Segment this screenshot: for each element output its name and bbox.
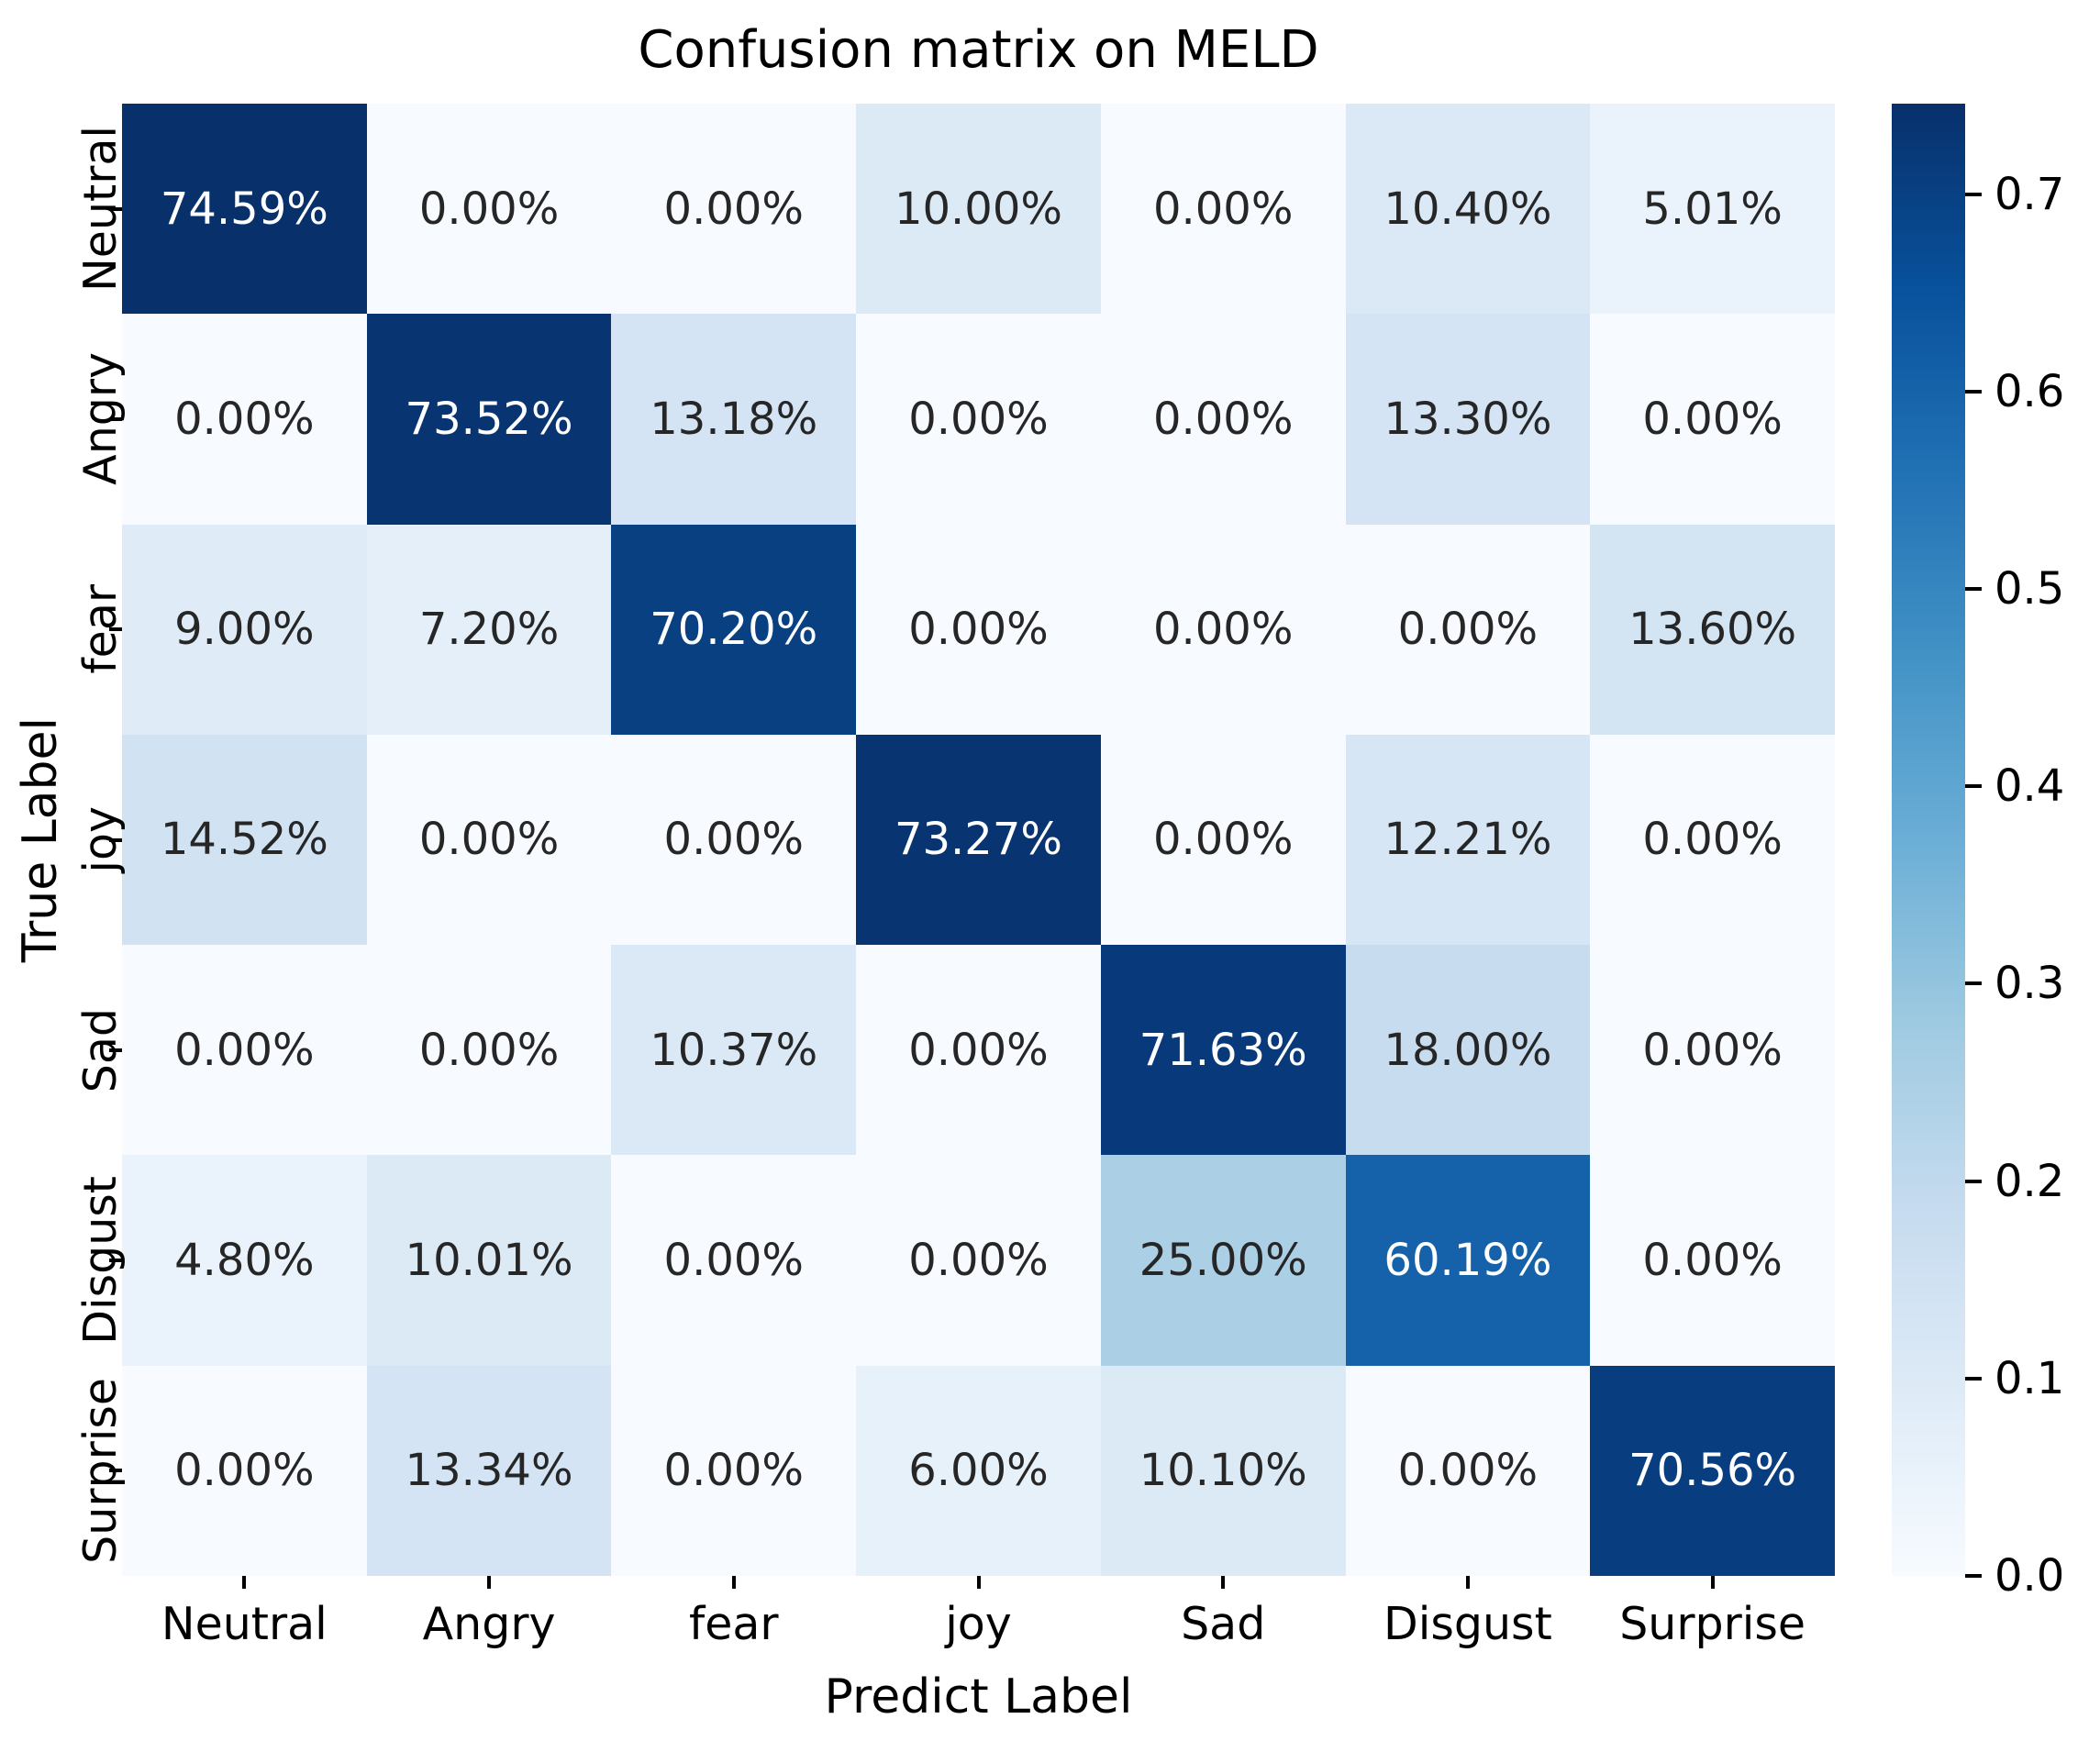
heatmap-cell-fear-Surprise: 13.60% [1590,524,1835,735]
heatmap-cell-Angry-Sad: 0.00% [1100,314,1346,525]
colorbar-tick-mark [1965,389,1982,394]
heatmap-cell-Neutral-fear: 0.00% [611,104,857,315]
x-tick-label-Sad: Sad [1181,1598,1266,1650]
x-axis-label: Predict Label [824,1669,1133,1724]
x-tick-label-fear: fear [688,1598,779,1650]
y-axis-label: True Label [11,104,70,1576]
heatmap-cell-Angry-Surprise: 0.00% [1590,314,1835,525]
heatmap-cell-fear-Neutral: 9.00% [122,524,367,735]
heatmap-cell-Sad-Angry: 0.00% [366,945,612,1156]
x-tick-mark [1221,1576,1226,1589]
colorbar-tick-label-0.0: 0.0 [1994,1550,2065,1602]
heatmap-cell-joy-Sad: 0.00% [1100,734,1346,946]
y-tick-mark [109,206,122,211]
colorbar-tick-label-0.2: 0.2 [1994,1155,2065,1207]
heatmap-cell-Neutral-Neutral: 74.59% [122,104,367,315]
heatmap-cell-joy-Disgust: 12.21% [1345,734,1591,946]
y-axis-label-text: True Label [13,716,68,963]
y-tick-mark [109,1048,122,1052]
heatmap-cell-Angry-Neutral: 0.00% [122,314,367,525]
colorbar-tick-label-0.1: 0.1 [1994,1352,2065,1404]
heatmap-cell-Disgust-Neutral: 4.80% [122,1155,367,1366]
heatmap-cell-Surprise-Neutral: 0.00% [122,1365,367,1576]
heatmap-cell-Angry-joy: 0.00% [856,314,1101,525]
heatmap-cell-Sad-Sad: 71.63% [1100,945,1346,1156]
heatmap-cell-Angry-fear: 13.18% [611,314,857,525]
heatmap-grid: 74.59% 0.00% 0.00% 10.00% 0.00% 10.40% 5.01% 0.… [122,104,1835,1576]
colorbar-tick-label-0.4: 0.4 [1994,760,2065,813]
colorbar-tick-label-0.6: 0.6 [1994,365,2065,417]
colorbar-tick-mark [1965,784,1982,789]
x-tick-label-Surprise: Surprise [1619,1598,1806,1650]
heatmap-cell-Surprise-joy: 6.00% [856,1365,1101,1576]
colorbar-tick-label-0.3: 0.3 [1994,958,2065,1010]
colorbar-tick-mark [1965,1179,1982,1183]
x-tick-mark [731,1576,736,1589]
colorbar-tick-mark [1965,192,1982,196]
heatmap-cell-fear-Angry: 7.20% [366,524,612,735]
x-tick-label-joy: joy [945,1598,1012,1650]
heatmap-cell-Neutral-Sad: 0.00% [1100,104,1346,315]
x-tick-label-Angry: Angry [422,1598,556,1650]
heatmap-cell-fear-joy: 0.00% [856,524,1101,735]
heatmap-cell-Neutral-joy: 10.00% [856,104,1101,315]
heatmap-cell-Surprise-fear: 0.00% [611,1365,857,1576]
x-tick-mark [242,1576,247,1589]
y-tick-mark [109,1469,122,1473]
heatmap-cell-Sad-Neutral: 0.00% [122,945,367,1156]
heatmap-cell-joy-Neutral: 14.52% [122,734,367,946]
colorbar-tick-mark [1965,587,1982,592]
colorbar-tick-label-0.5: 0.5 [1994,563,2065,615]
heatmap-cell-Surprise-Disgust: 0.00% [1345,1365,1591,1576]
y-tick-mark [109,1259,122,1263]
heatmap-cell-Disgust-Angry: 10.01% [366,1155,612,1366]
heatmap-cell-Disgust-fear: 0.00% [611,1155,857,1366]
heatmap-cell-Sad-Surprise: 0.00% [1590,945,1835,1156]
x-tick-label-Neutral: Neutral [161,1598,328,1650]
heatmap-cell-fear-Sad: 0.00% [1100,524,1346,735]
heatmap-cell-Disgust-Sad: 25.00% [1100,1155,1346,1366]
heatmap-cell-Sad-Disgust: 18.00% [1345,945,1591,1156]
heatmap-cell-joy-joy: 73.27% [856,734,1101,946]
heatmap-cell-Disgust-joy: 0.00% [856,1155,1101,1366]
y-tick-mark [109,837,122,842]
x-tick-mark [976,1576,981,1589]
y-tick-mark [109,416,122,421]
heatmap-cell-joy-Surprise: 0.00% [1590,734,1835,946]
colorbar-gradient [1892,104,1965,1576]
colorbar-tick-mark [1965,1574,1982,1578]
heatmap-cell-joy-fear: 0.00% [611,734,857,946]
heatmap-cell-fear-fear: 70.20% [611,524,857,735]
heatmap-cell-Surprise-Angry: 13.34% [366,1365,612,1576]
heatmap-cell-Surprise-Sad: 10.10% [1100,1365,1346,1576]
x-tick-label-Disgust: Disgust [1383,1598,1552,1650]
heatmap-cell-fear-Disgust: 0.00% [1345,524,1591,735]
colorbar-tick-label-0.7: 0.7 [1994,168,2065,220]
heatmap-cell-Angry-Angry: 73.52% [366,314,612,525]
heatmap-cell-Disgust-Surprise: 0.00% [1590,1155,1835,1366]
x-tick-mark [1710,1576,1715,1589]
colorbar-tick-mark [1965,1376,1982,1381]
heatmap-cell-Disgust-Disgust: 60.19% [1345,1155,1591,1366]
heatmap-cell-Sad-fear: 10.37% [611,945,857,1156]
heatmap-cell-joy-Angry: 0.00% [366,734,612,946]
heatmap-cell-Neutral-Angry: 0.00% [366,104,612,315]
heatmap-cell-Surprise-Surprise: 70.56% [1590,1365,1835,1576]
chart-title: Confusion matrix on MELD [638,20,1319,80]
colorbar-tick-mark [1965,981,1982,986]
heatmap-cell-Neutral-Surprise: 5.01% [1590,104,1835,315]
heatmap-cell-Neutral-Disgust: 10.40% [1345,104,1591,315]
x-tick-mark [487,1576,492,1589]
heatmap-cell-Sad-joy: 0.00% [856,945,1101,1156]
x-tick-mark [1465,1576,1470,1589]
heatmap-cell-Angry-Disgust: 13.30% [1345,314,1591,525]
y-tick-mark [109,627,122,632]
